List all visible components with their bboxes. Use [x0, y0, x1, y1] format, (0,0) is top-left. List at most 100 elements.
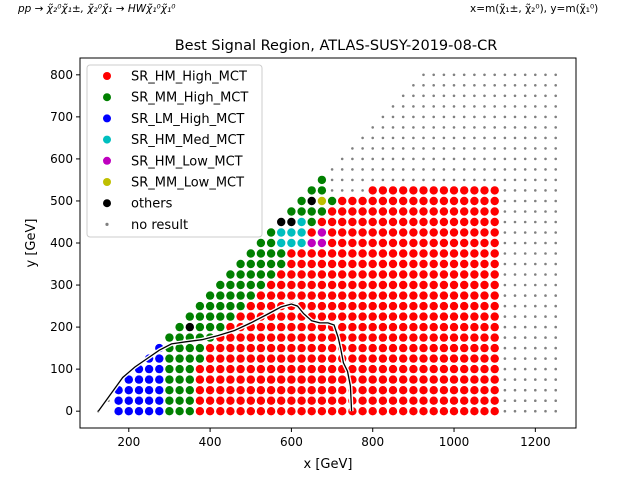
scatter-point [277, 322, 286, 332]
scatter-point [297, 280, 306, 290]
scatter-point [338, 291, 347, 300]
scatter-point [523, 178, 527, 182]
scatter-point [185, 312, 194, 321]
scatter-point [493, 136, 497, 140]
y-tick-label: 500 [50, 194, 73, 208]
scatter-point [317, 291, 327, 300]
y-tick-label: 0 [65, 404, 73, 418]
scatter-point [483, 157, 486, 161]
scatter-point [460, 386, 469, 395]
scatter-point [503, 283, 507, 287]
scatter-point [493, 115, 497, 119]
scatter-point [165, 386, 174, 395]
scatter-point [419, 407, 428, 416]
x-tick-label: 600 [280, 435, 303, 449]
scatter-point [449, 291, 459, 300]
scatter-point [399, 291, 408, 300]
scatter-point [185, 375, 194, 384]
legend-label: SR_HM_Med_MCT [131, 133, 245, 148]
scatter-point [523, 241, 527, 245]
scatter-point [175, 375, 184, 384]
scatter-point [297, 238, 306, 248]
scatter-point [246, 333, 255, 342]
scatter-point [470, 343, 479, 353]
scatter-point [412, 168, 415, 171]
scatter-point [317, 238, 327, 248]
scatter-point [432, 94, 436, 98]
scatter-point [371, 147, 375, 150]
scatter-point [554, 336, 557, 339]
scatter-point [371, 136, 375, 140]
scatter-point [480, 364, 489, 374]
scatter-point [480, 333, 489, 342]
scatter-point [266, 354, 276, 363]
scatter-point [155, 396, 164, 405]
scatter-point [155, 407, 164, 416]
scatter-point [256, 375, 266, 384]
scatter-point [348, 238, 357, 248]
scatter-point [378, 280, 388, 290]
scatter-point [470, 259, 479, 269]
scatter-point [246, 407, 255, 416]
scatter-point [399, 322, 408, 332]
scatter-point [513, 168, 517, 171]
scatter-point [409, 249, 418, 258]
scatter-point [317, 364, 327, 374]
scatter-point [442, 126, 446, 129]
scatter-point [460, 228, 469, 237]
scatter-point [246, 312, 255, 321]
scatter-point [523, 315, 527, 318]
scatter-point [460, 186, 469, 195]
scatter-point [361, 168, 364, 171]
scatter-point [544, 168, 547, 171]
scatter-point [544, 294, 547, 297]
scatter-point [442, 105, 446, 108]
scatter-point [452, 115, 456, 119]
scatter-point [534, 178, 537, 182]
scatter-point [523, 283, 527, 287]
scatter-point [503, 105, 507, 108]
scatter-point [483, 84, 486, 87]
scatter-point [124, 407, 133, 416]
scatter-point [399, 196, 408, 206]
scatter-point [297, 249, 306, 258]
scatter-point [266, 396, 276, 405]
scatter-point [422, 94, 425, 98]
scatter-point [544, 178, 547, 182]
scatter-point [327, 354, 337, 363]
scatter-point [439, 407, 449, 416]
scatter-point [368, 301, 377, 311]
scatter-point [388, 343, 398, 353]
scatter-point [503, 231, 507, 234]
scatter-point [165, 375, 174, 384]
scatter-point [368, 238, 377, 248]
scatter-point [226, 386, 235, 395]
scatter-point [134, 375, 144, 384]
scatter-point [503, 346, 507, 350]
data-points [96, 73, 557, 416]
scatter-point [449, 186, 459, 195]
scatter-point [480, 270, 489, 279]
scatter-point [554, 147, 557, 150]
scatter-point [368, 333, 377, 342]
scatter-point [490, 396, 499, 405]
scatter-point [277, 364, 286, 374]
scatter-point [175, 386, 184, 395]
scatter-point [216, 375, 225, 384]
scatter-point [429, 396, 438, 405]
scatter-point [175, 354, 184, 363]
scatter-point [544, 241, 547, 245]
scatter-point [287, 386, 296, 395]
scatter-point [470, 186, 479, 195]
scatter-point [368, 249, 377, 258]
scatter-point [399, 407, 408, 416]
scatter-point [442, 115, 446, 119]
scatter-point [236, 312, 245, 321]
scatter-point [348, 280, 357, 290]
scatter-point [473, 178, 476, 182]
scatter-point [368, 312, 377, 321]
scatter-point [236, 343, 245, 353]
scatter-point [503, 325, 507, 329]
scatter-point [348, 364, 357, 374]
scatter-point [348, 207, 357, 216]
